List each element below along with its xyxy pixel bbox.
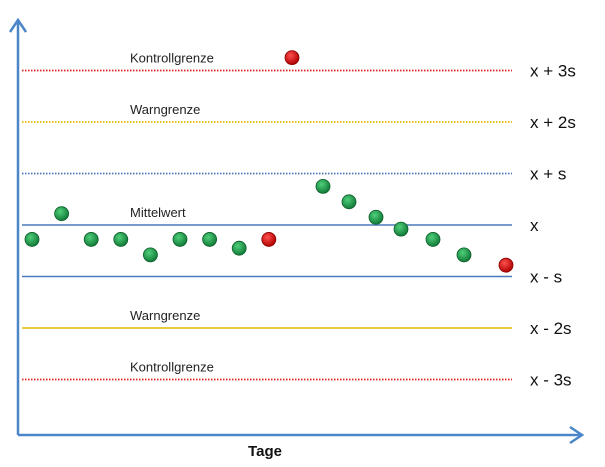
data-point [368,209,384,225]
limit-lines: Kontrollgrenze x + 3s Warngrenze x + 2s x + … [22,51,576,390]
x-axis-arrow-icon [569,425,585,445]
limit-line-label: Kontrollgrenze [130,51,214,66]
data-point [425,232,441,247]
side-label-xplus3s: x + 3s [530,62,576,81]
x-axis-label: Tage [248,443,282,460]
data-point [393,221,409,237]
data-point [142,247,158,263]
y-axis-arrow-icon [8,17,28,33]
limit-line-label: Warngrenze [130,102,200,117]
data-point [315,178,331,194]
limit-line-label: Mittelwert [130,205,186,220]
data-point [202,232,218,247]
data-point [54,206,69,222]
data-point-out-of-control [498,257,514,273]
limit-line-label: Warngrenze [130,308,200,323]
data-point [172,232,188,247]
data-points [24,50,514,273]
side-label-xpluss: x + s [530,165,566,184]
side-label-xminus3s: x - 3s [530,371,572,390]
data-point [113,232,129,247]
side-label-xminuss: x - s [530,268,562,287]
side-label-xminus2s: x - 2s [530,319,572,338]
limit-line-label: Kontrollgrenze [130,360,214,375]
data-point [341,194,357,210]
data-point-out-of-control [261,232,277,247]
data-point [24,232,40,247]
data-point [83,232,99,247]
data-point-out-of-control [284,50,300,66]
side-label-xplus2s: x + 2s [530,113,576,132]
side-label-x: x [530,216,539,235]
axes: Tage [8,17,585,460]
data-point [456,247,472,263]
data-point [231,240,247,256]
